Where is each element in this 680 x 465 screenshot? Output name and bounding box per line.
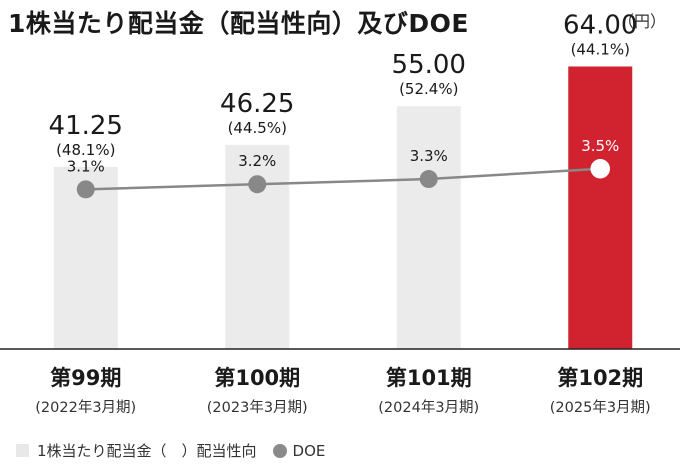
doe-line — [85, 167, 601, 191]
legend: 1株当たり配当金（ ）配当性向 DOE — [16, 440, 325, 461]
bar-value-label: 46.25 — [220, 89, 294, 119]
payout-ratio-label: (44.1%) — [571, 40, 630, 58]
period-label: (2025年3月期) — [550, 399, 651, 416]
bar — [396, 106, 461, 349]
legend-dividend-label: 1株当たり配当金（ ）配当性向 — [37, 442, 257, 460]
category-label: 第100期 — [214, 366, 300, 390]
payout-ratio-label: (48.1%) — [56, 141, 115, 159]
doe-value-label: 3.3% — [410, 147, 448, 165]
bar-value-label: 55.00 — [392, 50, 466, 80]
doe-point — [248, 175, 267, 194]
period-label: (2024年3月期) — [378, 399, 479, 416]
legend-doe-label: DOE — [292, 441, 326, 460]
unit-label: （円） — [617, 12, 666, 31]
bar-value-label: 41.25 — [49, 111, 123, 141]
chart-title: 1株当たり配当金（配当性向）及びDOE — [8, 9, 469, 38]
legend-doe-swatch — [272, 443, 287, 458]
period-label: (2023年3月期) — [207, 399, 308, 416]
period-label: (2022年3月期) — [35, 399, 136, 416]
doe-value-label: 3.2% — [238, 152, 276, 170]
doe-point — [76, 180, 95, 199]
doe-point — [590, 159, 610, 179]
chart-canvas: 41.25(48.1%) 46.25(44.5%) 55.00(52.4%) 64.0… — [0, 10, 680, 416]
category-label: 第101期 — [386, 366, 472, 390]
bar — [568, 66, 633, 349]
payout-ratio-label: (44.5%) — [228, 119, 287, 137]
bar-value-label: 64.00 — [563, 10, 637, 40]
doe-value-label: 3.1% — [67, 157, 105, 175]
doe-point — [419, 170, 438, 189]
payout-ratio-label: (52.4%) — [399, 80, 458, 98]
category-label: 第102期 — [557, 366, 643, 390]
category-label: 第99期 — [50, 366, 121, 390]
doe-value-label: 3.5% — [581, 137, 619, 155]
legend-dividend-swatch — [16, 444, 29, 457]
